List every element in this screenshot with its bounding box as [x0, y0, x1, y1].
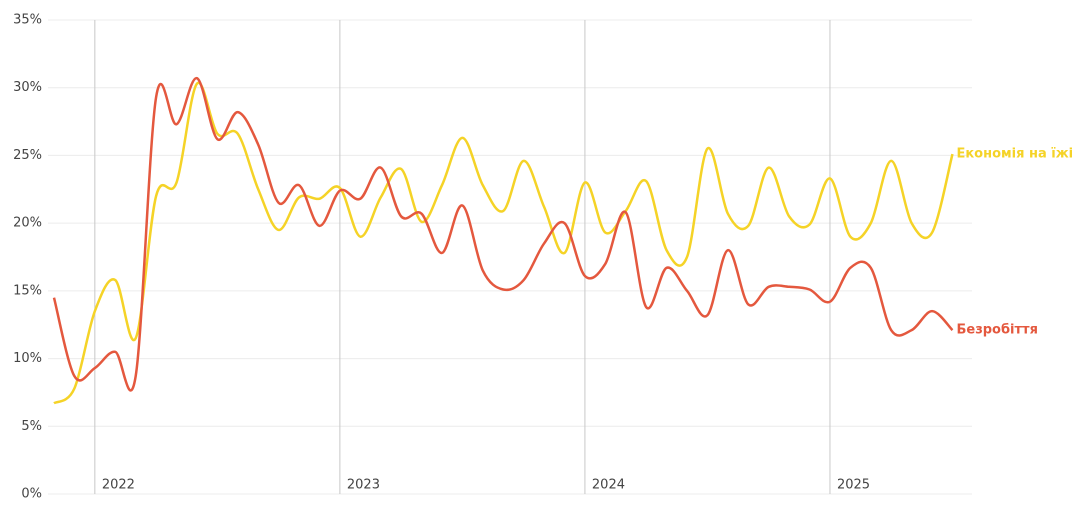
x-tick-label: 2025: [837, 478, 870, 493]
y-tick-label: 30%: [13, 80, 42, 95]
y-tick-label: 20%: [13, 216, 42, 231]
series-line: [52, 76, 954, 392]
y-tick-label: 35%: [13, 13, 42, 28]
x-tick-label: 2024: [592, 478, 625, 493]
series-label: Економія на їжі: [956, 147, 1073, 162]
y-tick-label: 15%: [13, 283, 42, 298]
y-tick-label: 25%: [13, 148, 42, 163]
y-tick-label: 5%: [21, 419, 42, 434]
y-tick-label: 10%: [13, 351, 42, 366]
series-label: Безробіття: [956, 323, 1037, 338]
y-tick-label: 0%: [21, 487, 42, 502]
x-tick-label: 2022: [102, 478, 135, 493]
series-line: [53, 81, 954, 405]
x-tick-label: 2023: [347, 478, 380, 493]
